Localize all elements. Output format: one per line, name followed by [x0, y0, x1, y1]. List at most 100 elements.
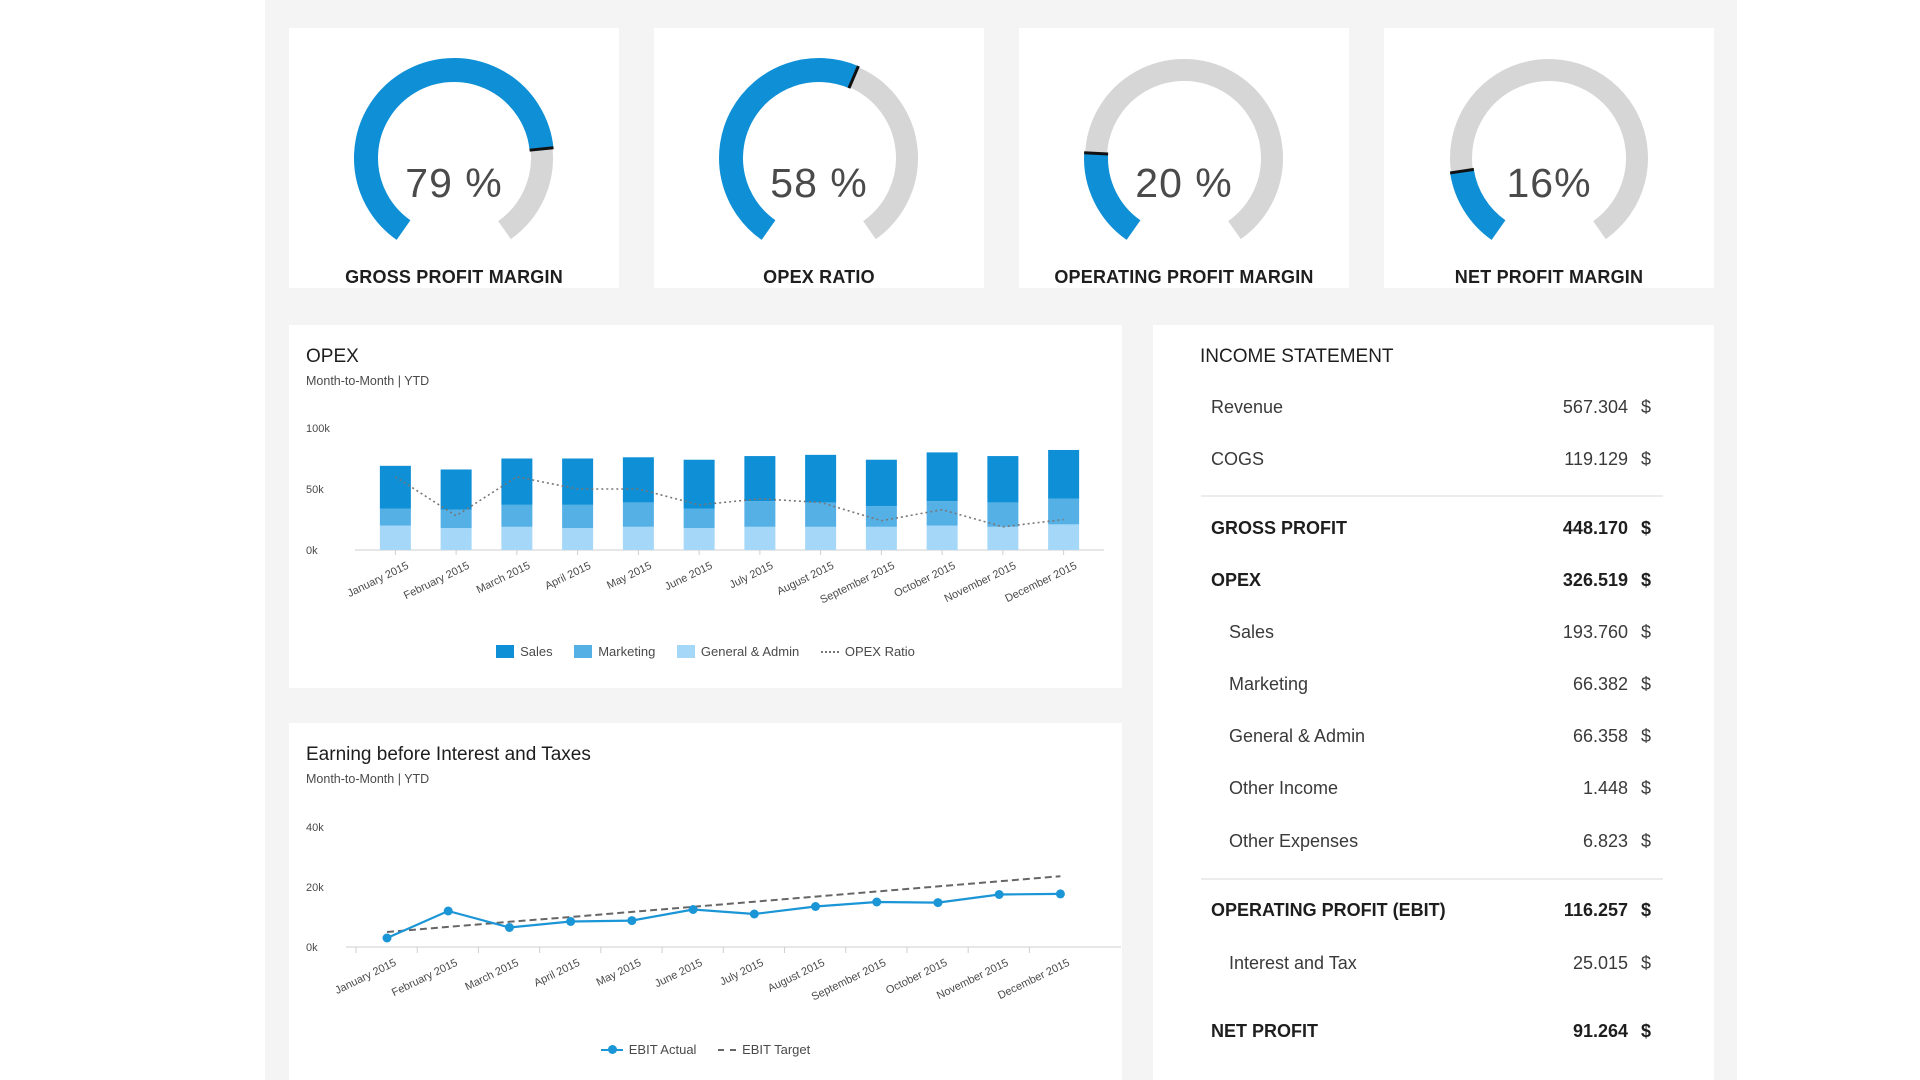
- kpi-value: 58 %: [770, 160, 868, 206]
- legend-label: Marketing: [598, 644, 656, 660]
- income-statement-card: INCOME STATEMENT Revenue 567.304 $ COGS …: [1153, 325, 1714, 1080]
- legend-item-ebit-actual[interactable]: EBIT Actual: [600, 1042, 696, 1057]
- income-row-other-expenses: Other Expenses 6.823 $: [1153, 831, 1714, 861]
- row-label: Revenue: [1211, 397, 1284, 417]
- bar-general-admin: [1048, 524, 1080, 550]
- row-label: Interest and Tax: [1229, 953, 1357, 973]
- ebit-chart-card: Earning before Interest and Taxes Month-…: [289, 723, 1122, 1080]
- gauge-fill: [1084, 152, 1141, 240]
- ebit-actual-point: [504, 923, 514, 932]
- x-tick-label: July 2015: [718, 957, 766, 988]
- kpi-label: GROSS PROFIT MARGIN: [345, 267, 563, 287]
- row-value: 448.170: [1562, 518, 1628, 538]
- x-tick-label: June 2015: [663, 560, 714, 593]
- income-row-gross-profit: GROSS PROFIT 448.170 $: [1153, 518, 1714, 548]
- row-label: General & Admin: [1229, 726, 1366, 746]
- y-tick-label: 20k: [306, 882, 324, 894]
- gauge-track: [497, 147, 553, 240]
- ebit-actual-point: [872, 897, 882, 907]
- income-row-general-admin: General & Admin 66.358 $: [1153, 726, 1714, 756]
- bar-general-admin: [562, 528, 594, 550]
- kpi-value: 20 %: [1135, 160, 1233, 206]
- ebit-actual-point: [811, 902, 821, 911]
- chart-title: Earning before Interest and Taxes: [306, 744, 591, 765]
- bar-general-admin: [501, 526, 533, 550]
- legend-item-marketing[interactable]: Marketing: [574, 644, 655, 659]
- bar-sales: [501, 458, 533, 505]
- divider: [1201, 495, 1663, 497]
- x-tick-label: April 2015: [532, 957, 582, 990]
- gauge-net-profit-margin: [1449, 59, 1648, 240]
- y-tick-label: 0k: [306, 942, 318, 954]
- gauge-marker: [529, 146, 554, 152]
- opex-chart-card: OPEX Month-to-Month | YTD 100k 50k 0k Janua…: [289, 325, 1122, 688]
- ebit-actual-point: [688, 905, 698, 914]
- ebit-legend: EBIT Actual EBIT Target: [289, 1041, 1122, 1057]
- x-tick-label: May 2015: [605, 560, 654, 592]
- income-row-marketing: Marketing 66.382 $: [1153, 674, 1714, 704]
- kpi-label: OPERATING PROFIT MARGIN: [1054, 267, 1314, 287]
- bar-marketing: [440, 509, 472, 529]
- row-label: OPEX: [1211, 570, 1262, 590]
- bar-marketing: [379, 508, 411, 526]
- legend-label: OPEX Ratio: [844, 644, 915, 660]
- ebit-actual-point: [1055, 889, 1065, 899]
- x-tick-label: February 2015: [390, 957, 460, 999]
- row-currency: $: [1641, 570, 1652, 590]
- gauge-opex-ratio: [719, 58, 918, 240]
- bar-sales: [926, 452, 958, 502]
- row-currency: $: [1641, 518, 1652, 538]
- row-label: Other Expenses: [1229, 831, 1359, 851]
- income-row-interest-tax: Interest and Tax 25.015 $: [1153, 953, 1714, 983]
- row-currency: $: [1641, 831, 1652, 851]
- bar-sales: [379, 465, 411, 509]
- legend-item-ebit-target[interactable]: EBIT Target: [718, 1042, 810, 1057]
- bar-marketing: [865, 506, 897, 527]
- row-value: 119.129: [1564, 449, 1628, 469]
- bar-sales: [1048, 449, 1080, 499]
- bar-marketing: [805, 502, 837, 527]
- row-currency: $: [1641, 953, 1652, 973]
- kpi-card-net-profit-margin: 16% NET PROFIT MARGIN: [1384, 28, 1714, 288]
- bar-marketing: [683, 508, 715, 529]
- gauge-track: [1085, 59, 1283, 240]
- ebit-actual-point: [627, 916, 637, 926]
- bar-sales: [440, 469, 472, 510]
- bar-sales: [683, 459, 715, 509]
- opex-ratio-line: [394, 475, 1064, 528]
- bar-general-admin: [987, 526, 1019, 550]
- kpi-card-opex-ratio: 58 % OPEX RATIO: [654, 28, 984, 288]
- bar-marketing: [926, 501, 958, 526]
- row-value: 91.264: [1572, 1021, 1628, 1041]
- legend-item-sales[interactable]: Sales: [496, 644, 553, 659]
- row-value: 1.448: [1582, 778, 1628, 798]
- kpi-label: OPEX RATIO: [763, 267, 875, 287]
- income-row-other-income: Other Income 1.448 $: [1153, 778, 1714, 808]
- kpi-card-operating-profit-margin: 20 % OPERATING PROFIT MARGIN: [1019, 28, 1349, 288]
- row-currency: $: [1641, 1021, 1652, 1041]
- legend-item-general-admin[interactable]: General & Admin: [676, 644, 799, 659]
- bar-sales: [865, 459, 897, 507]
- bar-general-admin: [805, 526, 837, 550]
- income-row-operating-profit: OPERATING PROFIT (EBIT) 116.257 $: [1153, 900, 1714, 930]
- bar-sales: [562, 458, 594, 505]
- x-tick-label: June 2015: [653, 957, 704, 990]
- income-row-opex: OPEX 326.519 $: [1153, 570, 1714, 600]
- bar-sales: [744, 456, 776, 502]
- ebit-actual-point: [566, 917, 576, 926]
- legend-item-opex-ratio[interactable]: OPEX Ratio: [820, 644, 915, 660]
- row-value: 66.358: [1572, 726, 1628, 746]
- bar-marketing: [622, 502, 654, 527]
- ebit-target-line: [386, 875, 1061, 933]
- row-value: 6.823: [1582, 831, 1628, 851]
- x-tick-label: March 2015: [463, 957, 520, 993]
- y-tick-label: 100k: [306, 423, 330, 435]
- kpi-value: 16%: [1506, 160, 1592, 206]
- divider: [1201, 878, 1663, 880]
- income-row-sales: Sales 193.760 $: [1153, 622, 1714, 652]
- x-tick-label: March 2015: [475, 560, 532, 596]
- gauge-fill: [1450, 168, 1506, 240]
- bar-sales: [805, 454, 837, 503]
